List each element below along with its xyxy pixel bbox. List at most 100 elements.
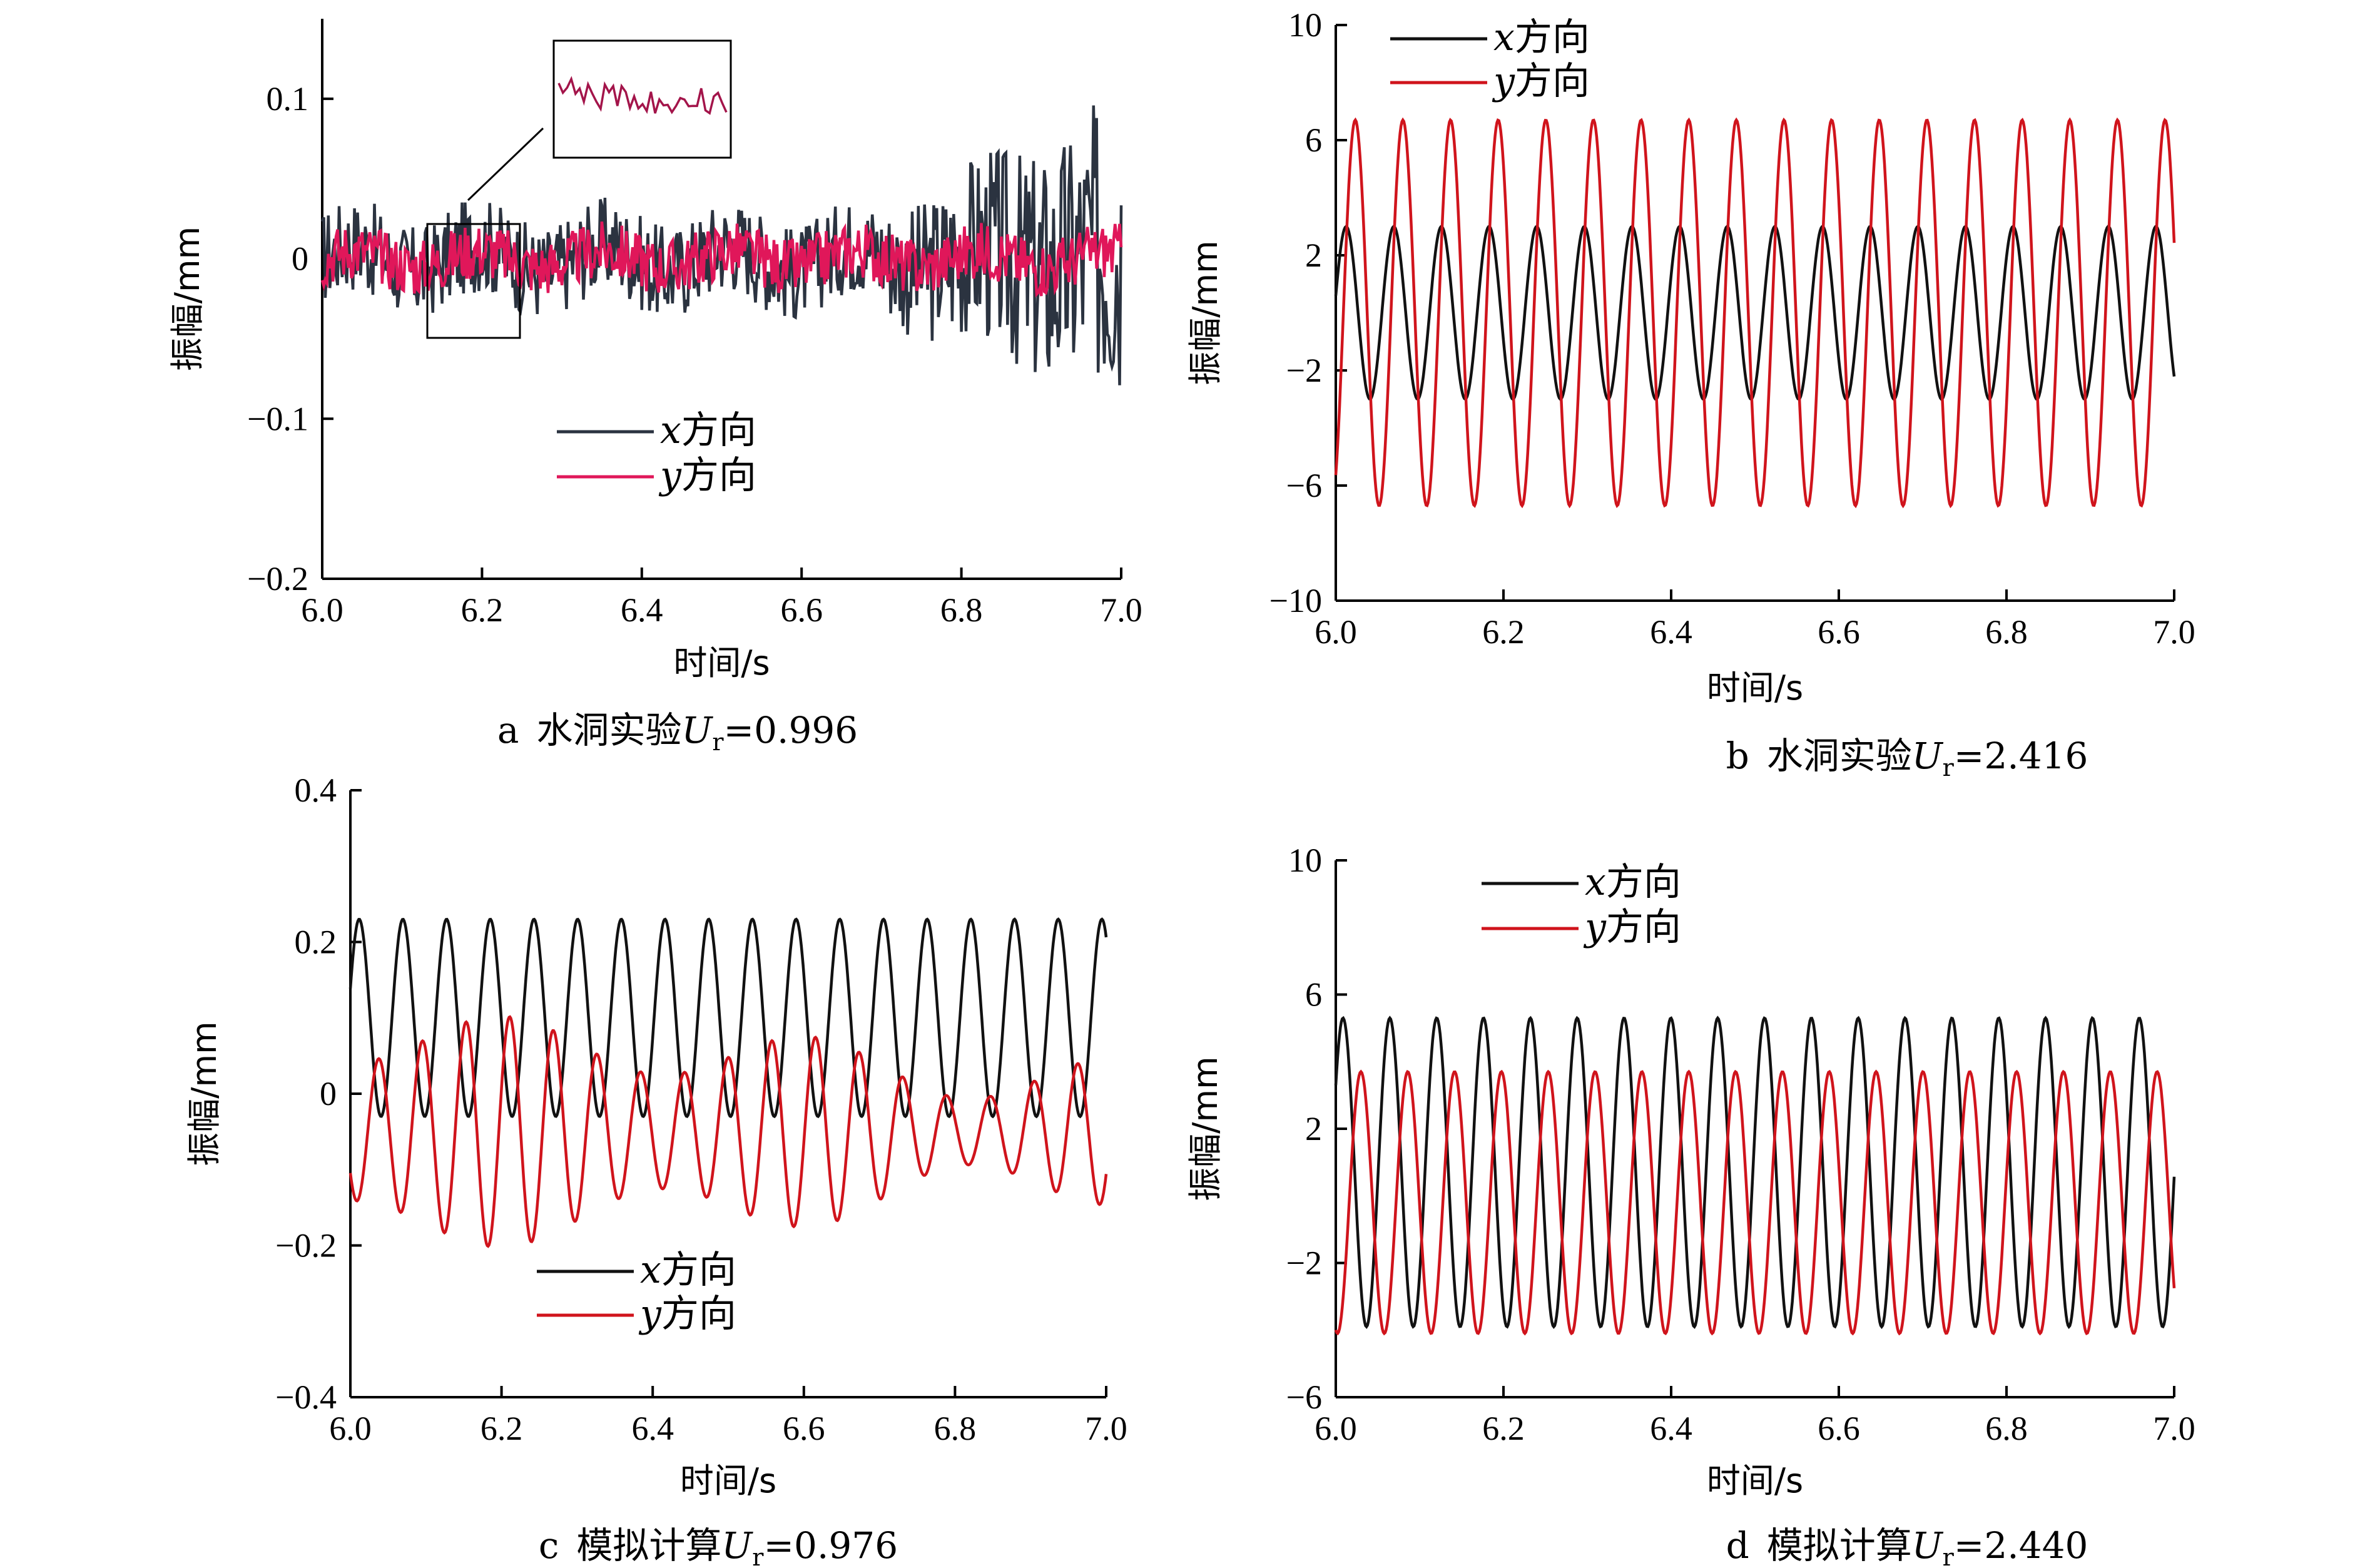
y-tick-label: −2: [1286, 1245, 1322, 1282]
legend-entry: x方向: [1585, 860, 1681, 904]
caption-subscript: r: [712, 728, 724, 756]
series-line-y: [348, 1015, 1108, 1248]
chart-panel-b: 6.0 6.2 6.4 6.6 6.8 7.0 10 6 2 −2 −6 −10 时间/s 振幅/mm x方…: [1186, 6, 2195, 781]
series-line-x: [1334, 1016, 2176, 1330]
zoom-pointer-line: [467, 127, 544, 201]
chart-panel-d: 6.0 6.2 6.4 6.6 6.8 7.0 10 6 2 −2 −6 时间/s 振幅/mm x方向y方…: [1186, 842, 2195, 1568]
panel-caption: d 模拟计算Ur=2.440: [1726, 1524, 2088, 1568]
series-line-x: [320, 105, 1123, 385]
y-tick-label: 2: [1305, 1110, 1322, 1148]
y-tick-label: −10: [1269, 582, 1322, 619]
legend-symbol: x: [1493, 16, 1515, 59]
x-tick-label: 6.6: [1818, 613, 1860, 651]
caption-text: 水洞实验: [1767, 735, 1912, 777]
caption-prefix: d: [1726, 1524, 1749, 1567]
y-tick-label: 0.4: [295, 771, 337, 809]
caption-prefix: a: [497, 709, 519, 751]
x-tick-label: 6.6: [1818, 1410, 1860, 1447]
y-axis-label: 振幅/mm: [1186, 240, 1225, 385]
y-tick-label: −6: [1286, 467, 1322, 504]
series-line-y: [1334, 1069, 2176, 1336]
zoom-inset: [426, 39, 732, 339]
legend-entry: y方向: [658, 454, 756, 497]
x-tick-label: 6.2: [1482, 1410, 1525, 1447]
series-line-y: [1334, 117, 2176, 509]
legend-entry: x方向: [660, 409, 756, 452]
x-tick-label: 7.0: [2153, 1410, 2195, 1447]
panel-caption: b 水洞实验Ur=2.416: [1726, 735, 2088, 781]
x-tick-label: 6.0: [301, 591, 343, 629]
panel-caption: c 模拟计算Ur=0.976: [539, 1524, 898, 1568]
x-axis-label: 时间/s: [1707, 668, 1803, 708]
y-tick-label: 0.1: [267, 80, 309, 118]
x-tick-label: 6.0: [329, 1410, 372, 1447]
x-tick-label: 6.8: [1985, 1410, 2028, 1447]
caption-value: =0.996: [724, 709, 858, 751]
x-tick-label: 6.8: [940, 591, 983, 629]
caption-prefix: b: [1726, 735, 1749, 777]
x-tick-label: 6.4: [1650, 613, 1692, 651]
y-tick-label: −0.2: [275, 1227, 337, 1265]
x-tick-label: 6.8: [934, 1410, 977, 1447]
legend-symbol: y: [638, 1292, 662, 1336]
legend-label: 方向: [1606, 860, 1681, 904]
legend-symbol: y: [658, 454, 682, 497]
y-tick-label: 0: [320, 1075, 337, 1112]
legend-label: 方向: [1515, 59, 1590, 103]
x-tick-label: 6.4: [1650, 1410, 1692, 1447]
y-tick-label: 0: [292, 240, 308, 278]
y-tick-label: −0.1: [247, 400, 308, 437]
legend-symbol: y: [1492, 59, 1515, 103]
caption-text: 水洞实验: [536, 709, 681, 751]
legend-label: 方向: [661, 1248, 736, 1292]
x-axis-label: 时间/s: [680, 1461, 776, 1500]
x-axis-label: 时间/s: [673, 643, 770, 683]
y-tick-label: 10: [1288, 6, 1322, 44]
caption-symbol: U: [1912, 1524, 1944, 1567]
x-tick-label: 7.0: [1100, 591, 1142, 629]
y-tick-label: 0.2: [295, 924, 337, 961]
x-tick-label: 6.2: [481, 1410, 523, 1447]
x-tick-label: 6.4: [631, 1410, 674, 1447]
caption-text: 模拟计算: [1767, 1524, 1912, 1567]
series-line-y: [320, 221, 1123, 298]
x-tick-label: 6.4: [621, 591, 663, 629]
y-tick-label: 6: [1305, 121, 1322, 159]
legend-symbol: x: [640, 1248, 661, 1292]
legend-label: 方向: [681, 409, 756, 452]
y-tick-label: 6: [1305, 976, 1322, 1014]
y-tick-label: −6: [1286, 1378, 1322, 1416]
y-axis-label: 振幅/mm: [168, 227, 207, 371]
caption-prefix: c: [539, 1524, 559, 1567]
x-tick-label: 6.2: [461, 591, 504, 629]
y-tick-label: −2: [1286, 352, 1322, 389]
x-tick-label: 7.0: [2153, 613, 2195, 651]
x-tick-label: 6.6: [783, 1410, 825, 1447]
x-tick-label: 6.0: [1315, 1410, 1357, 1447]
legend-label: 方向: [1606, 905, 1681, 949]
legend-entry: y方向: [1583, 905, 1681, 949]
caption-value: =0.976: [763, 1524, 898, 1567]
caption-subscript: r: [1943, 754, 1955, 781]
legend-entry: y方向: [638, 1292, 736, 1336]
caption-value: =2.440: [1954, 1524, 2088, 1567]
zoom-region-box: [426, 223, 521, 339]
caption-value: =2.416: [1954, 735, 2088, 777]
legend-label: 方向: [681, 454, 756, 497]
x-tick-label: 6.6: [780, 591, 823, 629]
caption-symbol: U: [1912, 735, 1944, 777]
y-axis-label: 振幅/mm: [1186, 1056, 1225, 1201]
x-tick-label: 7.0: [1085, 1410, 1127, 1447]
chart-panel-c: 6.0 6.2 6.4 6.6 6.8 7.0 0.4 0.2 0 −0.2 −0.4 时间/s 振幅/…: [185, 771, 1127, 1568]
panel-caption: a 水洞实验Ur=0.996: [497, 709, 858, 756]
legend-entry: x方向: [640, 1248, 736, 1292]
y-tick-label: −0.2: [247, 560, 308, 598]
series-line-x: [1334, 225, 2176, 401]
legend-label: 方向: [661, 1292, 736, 1336]
series-line-x: [348, 917, 1108, 1119]
caption-subscript: r: [752, 1544, 764, 1568]
caption-subscript: r: [1943, 1544, 1955, 1568]
legend-symbol: y: [1583, 905, 1607, 949]
zoom-inset-trace: [557, 76, 728, 115]
